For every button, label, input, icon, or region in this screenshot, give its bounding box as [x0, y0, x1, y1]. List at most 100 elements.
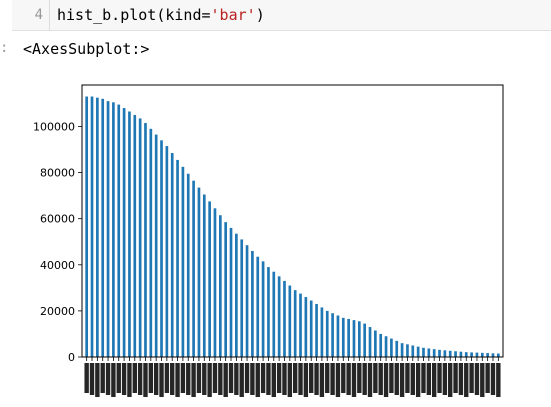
bar	[427, 348, 431, 357]
bar	[470, 352, 473, 357]
bar	[261, 261, 265, 357]
bar	[325, 310, 329, 357]
x-tick-label	[84, 363, 89, 393]
x-tick-label	[159, 363, 164, 397]
bar	[251, 250, 254, 357]
bar	[309, 300, 313, 357]
x-tick-label	[164, 363, 170, 393]
bar	[106, 101, 110, 357]
bar	[395, 340, 399, 357]
bar	[411, 345, 415, 357]
x-tick-label	[431, 363, 437, 397]
output-repr: <AxesSubplot:>	[23, 40, 150, 58]
bar	[138, 118, 142, 357]
bar	[341, 317, 345, 357]
bar	[133, 114, 137, 357]
x-ticks	[84, 357, 501, 397]
x-tick-label	[496, 363, 501, 397]
bar	[186, 173, 190, 357]
bar	[448, 350, 452, 357]
x-tick-label	[191, 363, 196, 397]
bar	[235, 233, 238, 357]
bar	[459, 351, 463, 357]
x-tick-label	[362, 363, 367, 395]
x-tick-label	[271, 363, 276, 397]
code-cell[interactable]: 4 hist_b.plot(kind='bar')	[12, 0, 551, 31]
bar	[229, 227, 233, 357]
bar	[480, 352, 484, 357]
bar	[384, 336, 388, 357]
x-tick-label	[399, 363, 405, 397]
x-tick-label	[351, 363, 357, 397]
bar	[170, 153, 174, 357]
bar	[390, 338, 393, 357]
x-tick-label	[266, 363, 271, 395]
x-tick-label	[464, 363, 469, 397]
bar	[192, 180, 195, 357]
x-tick-label	[378, 363, 383, 395]
code-line[interactable]: hist_b.plot(kind='bar')	[57, 0, 265, 30]
bar	[213, 208, 217, 357]
x-tick-label	[244, 363, 250, 393]
x-tick-label	[137, 363, 143, 395]
bar	[352, 320, 356, 357]
x-tick-label	[410, 363, 415, 395]
x-tick-label	[116, 363, 121, 393]
x-tick-label	[442, 363, 448, 395]
plot-frame	[81, 84, 504, 358]
x-tick-label	[421, 363, 426, 393]
x-tick-label	[426, 363, 432, 395]
bar	[283, 280, 286, 357]
bar	[117, 104, 121, 357]
y-tick-label: 0	[68, 351, 75, 364]
y-tick-label: 80000	[40, 167, 75, 180]
x-tick-label	[132, 363, 137, 393]
x-tick-label	[223, 363, 228, 397]
x-tick-label	[186, 363, 191, 395]
x-tick-label	[309, 363, 314, 393]
x-tick-label	[453, 363, 458, 393]
bar	[336, 315, 340, 357]
x-tick-label	[314, 363, 319, 395]
bar	[224, 222, 228, 357]
bar	[208, 201, 211, 357]
bar	[491, 353, 495, 357]
x-tick-label	[143, 363, 148, 397]
x-tick-label	[330, 363, 335, 395]
x-tick-label	[234, 363, 239, 395]
x-tick-label	[127, 363, 132, 397]
line-number: 4	[12, 0, 50, 30]
bar	[496, 353, 500, 357]
x-tick-label	[105, 363, 111, 395]
x-tick-label	[196, 363, 202, 393]
bar	[422, 347, 425, 357]
x-tick-label	[228, 363, 234, 393]
x-tick-label	[148, 363, 154, 393]
x-tick-label	[415, 363, 421, 397]
x-tick-label	[89, 363, 95, 395]
bar	[416, 346, 420, 357]
output-marker: :	[0, 40, 9, 56]
x-tick-label	[346, 363, 351, 395]
bar	[443, 350, 447, 357]
bar	[90, 96, 94, 357]
x-tick-label	[490, 363, 496, 395]
bar	[400, 343, 404, 357]
x-tick-label	[405, 363, 410, 393]
bar	[85, 96, 89, 357]
x-tick-label	[100, 363, 105, 393]
x-tick-label	[111, 363, 116, 397]
bar	[154, 134, 158, 357]
code-string: 'bar'	[210, 6, 256, 24]
bar	[363, 323, 367, 357]
x-tick-label	[383, 363, 389, 397]
bar	[165, 146, 169, 357]
bar	[197, 187, 201, 357]
bar	[475, 352, 479, 357]
x-tick-label	[373, 363, 378, 393]
bar	[101, 98, 105, 357]
bar	[315, 303, 318, 357]
bar	[299, 293, 302, 357]
bar	[406, 344, 409, 357]
x-tick-label	[303, 363, 309, 397]
